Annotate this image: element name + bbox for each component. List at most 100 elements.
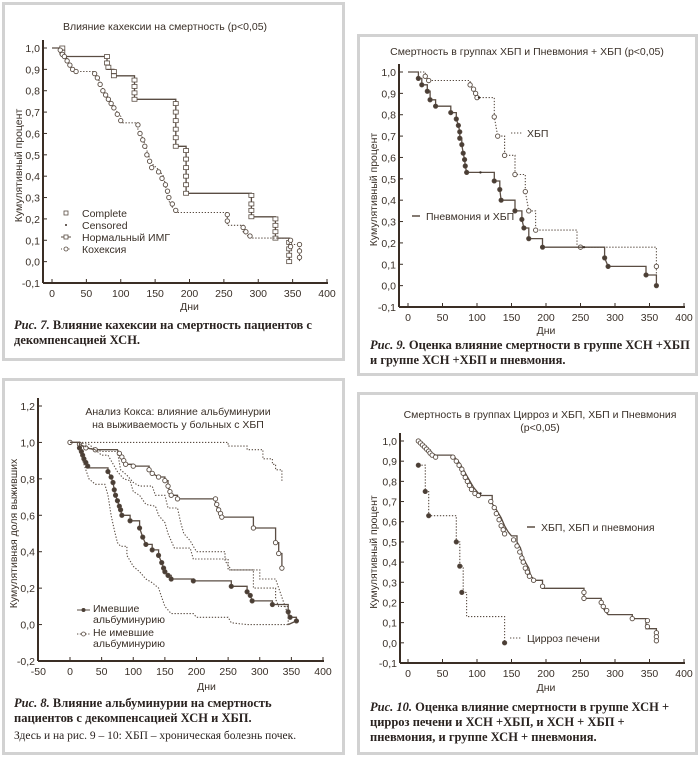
data-point	[426, 77, 432, 84]
data-point	[224, 218, 230, 224]
y-tick-label: 0,4	[381, 195, 396, 207]
data-point	[111, 487, 117, 493]
legend-label: Кохексия	[82, 244, 126, 256]
legend-label: Нормальный ИМГ	[82, 232, 170, 244]
data-point	[424, 88, 430, 94]
data-point-complete	[131, 77, 138, 83]
data-point	[644, 617, 651, 624]
data-point	[219, 514, 225, 520]
data-point	[296, 241, 303, 248]
data-point	[426, 513, 432, 519]
data-point	[512, 171, 518, 178]
figure-10-caption: Рис. 10. Оценка влияние смертности в гру…	[370, 700, 690, 745]
data-point	[146, 467, 152, 473]
y-tick-label: 0,8	[20, 474, 35, 486]
legend-marker-cachexia	[63, 246, 69, 252]
x-tick-label: 50	[437, 312, 449, 324]
x-tick-label: 400	[314, 666, 332, 678]
y-tick-label: 0,2	[25, 214, 40, 226]
data-point	[602, 255, 608, 261]
data-point	[190, 578, 196, 584]
figure-9-caption-text: Оценка влияние смертности в группе ХСН +…	[370, 338, 690, 367]
data-point	[244, 589, 250, 595]
figure-8-panel	[2, 378, 345, 755]
data-point-complete	[105, 64, 112, 70]
series-line-хбп	[408, 71, 657, 275]
data-point	[464, 169, 470, 176]
data-point	[457, 135, 463, 141]
data-point	[140, 534, 146, 540]
data-point	[164, 188, 171, 194]
data-point	[526, 236, 532, 242]
x-tick-label: 350	[284, 288, 302, 300]
data-point	[127, 518, 133, 524]
data-point	[526, 573, 533, 579]
data-point	[228, 583, 234, 589]
x-tick-label: 350	[283, 666, 301, 678]
legend-marker-censored	[65, 224, 67, 226]
data-point-complete	[183, 165, 189, 171]
x-tick-label: 150	[503, 668, 521, 680]
x-tick-label: 0	[405, 668, 411, 680]
data-point	[136, 525, 143, 531]
y-tick-label: 0,3	[25, 193, 40, 205]
y-axis-label: Кумулятивный процент	[13, 109, 25, 223]
data-point-complete	[172, 118, 179, 124]
x-tick-label: -50	[31, 666, 46, 678]
y-tick-label: 0,0	[381, 281, 396, 293]
data-point-complete	[172, 135, 179, 141]
x-axis-label: Дни	[537, 682, 556, 694]
data-point	[422, 488, 428, 495]
data-point	[110, 479, 116, 486]
y-tick-label: 0,1	[382, 618, 397, 630]
y-tick-label: 0,8	[25, 86, 40, 98]
data-point	[114, 111, 120, 117]
data-point	[600, 603, 606, 610]
y-tick-label: 0,2	[382, 597, 397, 609]
y-tick-label: 0,8	[382, 476, 397, 488]
data-point	[240, 224, 246, 231]
data-point	[173, 207, 179, 214]
legend-label: Complete	[82, 208, 127, 220]
data-point	[462, 474, 468, 480]
y-tick-label: 0,1	[381, 259, 396, 271]
y-tick-label: 0,4	[382, 557, 397, 569]
data-point	[512, 208, 518, 214]
data-point	[453, 116, 459, 122]
data-point	[269, 601, 276, 608]
y-tick-label: 0,8	[381, 110, 396, 122]
legend-label-ckd: ХБП	[527, 128, 548, 140]
data-point	[524, 569, 531, 575]
data-point	[137, 130, 143, 137]
x-tick-label: 200	[537, 312, 555, 324]
data-point	[415, 462, 421, 468]
figure-8-caption-text: Влияние альбуминурии на смертность пацие…	[14, 696, 272, 725]
data-point	[581, 595, 587, 602]
y-tick-label: 0,0	[382, 638, 397, 650]
data-point	[459, 142, 465, 148]
y-axis-label: Кумулятивный процент	[368, 495, 380, 609]
data-point-complete	[110, 73, 117, 79]
figure-10-caption-text: Оценка влияние смертности в группе ХСН +…	[370, 700, 670, 744]
x-tick-label: 100	[468, 312, 486, 324]
data-point	[149, 164, 155, 171]
data-point	[433, 103, 439, 109]
data-point	[520, 559, 526, 565]
legend-label-cirrhosis: Цирроз печени	[527, 633, 600, 645]
data-point	[146, 158, 153, 164]
data-point	[105, 96, 112, 102]
data-point-complete	[172, 126, 179, 132]
data-point	[422, 73, 428, 79]
y-tick-label: -0,1	[379, 658, 397, 670]
data-point	[539, 244, 546, 250]
data-point	[466, 482, 473, 489]
data-point	[130, 463, 136, 469]
data-point	[166, 194, 172, 201]
series-line-ci-upper-(albuminuria)	[76, 441, 289, 625]
y-tick-label: 0,1	[25, 235, 40, 247]
data-point	[457, 563, 463, 569]
x-tick-label: 100	[112, 288, 130, 300]
figure-7-caption-label: Рис. 7.	[14, 318, 50, 332]
data-point	[97, 81, 103, 87]
